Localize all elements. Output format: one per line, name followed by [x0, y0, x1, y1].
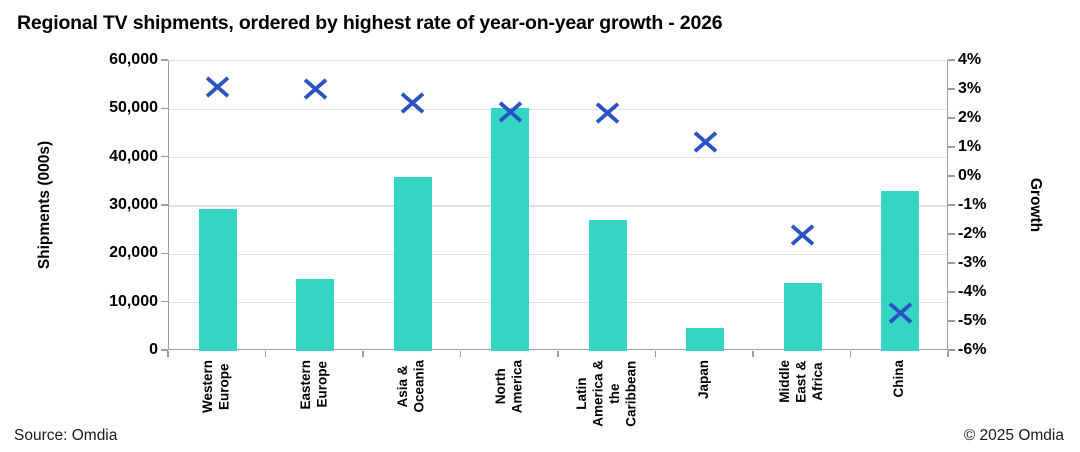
shipments-bar-8	[881, 190, 920, 351]
plot-area	[168, 60, 948, 351]
y-right-tick-label: -4%	[958, 283, 987, 300]
y-left-tick-label: 60,000	[109, 51, 158, 68]
growth-marker-2	[303, 77, 328, 100]
y-left-tick-mark	[161, 204, 168, 206]
y-left-tick-label: 30,000	[109, 196, 158, 213]
shipments-bar-2	[296, 278, 335, 351]
x-axis-tick-mark	[264, 351, 267, 357]
y-left-tick-label: 0	[149, 341, 158, 358]
y-left-tick-label: 50,000	[109, 99, 158, 117]
chart-title: Regional TV shipments, ordered by highes…	[17, 12, 723, 34]
shipments-bar-5	[588, 220, 627, 351]
category-label: Middle East & Africa	[777, 360, 825, 403]
y-axis-left-title: Shipments (000s)	[36, 140, 53, 270]
y-right-tick-mark	[948, 88, 955, 90]
category-label-wrap: Latin America & the Caribbean	[558, 360, 656, 452]
category-label: North America	[492, 360, 525, 414]
x-axis-tick-mark	[459, 351, 462, 357]
y-right-tick-label: -1%	[958, 196, 987, 213]
category-label: Japan	[696, 360, 712, 400]
y-right-tick-mark	[948, 117, 955, 119]
category-label-wrap: Eastern Europe	[266, 360, 364, 452]
category-label: Western Europe	[200, 360, 232, 414]
growth-marker-3	[400, 92, 425, 114]
growth-marker-4	[498, 101, 523, 123]
y-right-tick-label: -2%	[958, 225, 987, 242]
y-right-tick-label: 4%	[958, 51, 982, 68]
growth-marker-1	[205, 76, 230, 98]
x-axis-tick-mark	[947, 351, 949, 357]
y-right-tick-mark	[948, 320, 955, 322]
growth-marker-7	[790, 224, 815, 246]
y-right-tick-mark	[948, 59, 955, 61]
x-axis-tick-mark	[752, 351, 754, 357]
category-label-wrap: Japan	[656, 360, 754, 452]
shipments-bar-6	[686, 328, 725, 351]
growth-marker-5	[595, 102, 620, 124]
copyright-note: © 2025 Omdia	[963, 427, 1064, 444]
category-label: Eastern Europe	[297, 360, 330, 410]
category-label-wrap: Middle East & Africa	[753, 360, 851, 452]
y-left-tick-mark	[161, 107, 168, 110]
category-label-wrap: China	[851, 360, 949, 452]
y-right-tick-label: 0%	[958, 167, 982, 184]
y-right-tick-mark	[948, 233, 955, 235]
y-right-tick-mark	[948, 204, 955, 206]
x-axis-tick-mark	[849, 351, 852, 357]
y-right-tick-mark	[948, 349, 955, 351]
y-right-tick-mark	[948, 291, 955, 293]
y-axis-right-title: Growth	[1027, 177, 1044, 233]
growth-marker-6	[693, 131, 718, 153]
source-note: Source: Omdia	[14, 427, 118, 444]
y-left-tick-mark	[161, 349, 168, 351]
category-label-wrap: Western Europe	[168, 360, 266, 452]
shipments-bar-7	[783, 283, 822, 351]
y-left-tick-mark	[161, 300, 168, 303]
shipments-bar-3	[393, 177, 432, 351]
shipments-bar-1	[198, 209, 237, 351]
x-axis-tick-mark	[362, 351, 364, 357]
gridline	[169, 108, 947, 111]
y-right-tick-mark	[948, 175, 955, 177]
y-left-tick-mark	[161, 155, 168, 158]
gridline	[169, 156, 947, 159]
y-right-tick-label: 1%	[958, 138, 982, 155]
category-label-wrap: Asia & Oceania	[363, 360, 461, 452]
gridline	[169, 205, 947, 207]
x-axis-tick-mark	[557, 351, 559, 357]
y-right-tick-label: -3%	[958, 254, 987, 271]
y-left-tick-mark	[161, 59, 168, 61]
y-left-tick-label: 40,000	[109, 147, 158, 165]
x-axis-tick-mark	[167, 351, 169, 357]
shipments-bar-4	[491, 107, 530, 351]
gridline	[169, 253, 947, 256]
gridline	[169, 301, 947, 304]
y-left-tick-mark	[161, 252, 168, 255]
y-right-tick-label: 3%	[958, 80, 982, 97]
category-label: Asia & Oceania	[395, 360, 427, 413]
y-left-tick-label: 20,000	[109, 244, 158, 262]
y-right-tick-mark	[948, 146, 955, 148]
y-right-tick-label: -5%	[958, 312, 987, 329]
y-right-tick-label: -6%	[958, 341, 987, 358]
x-axis-tick-mark	[654, 351, 657, 357]
category-label: China	[891, 360, 907, 398]
y-right-tick-mark	[948, 262, 955, 264]
category-label: Latin America & the Caribbean	[573, 360, 639, 427]
y-right-tick-label: 2%	[958, 109, 982, 126]
growth-marker-8	[888, 302, 913, 324]
y-left-tick-label: 10,000	[109, 292, 158, 310]
category-label-wrap: North America	[461, 360, 559, 452]
